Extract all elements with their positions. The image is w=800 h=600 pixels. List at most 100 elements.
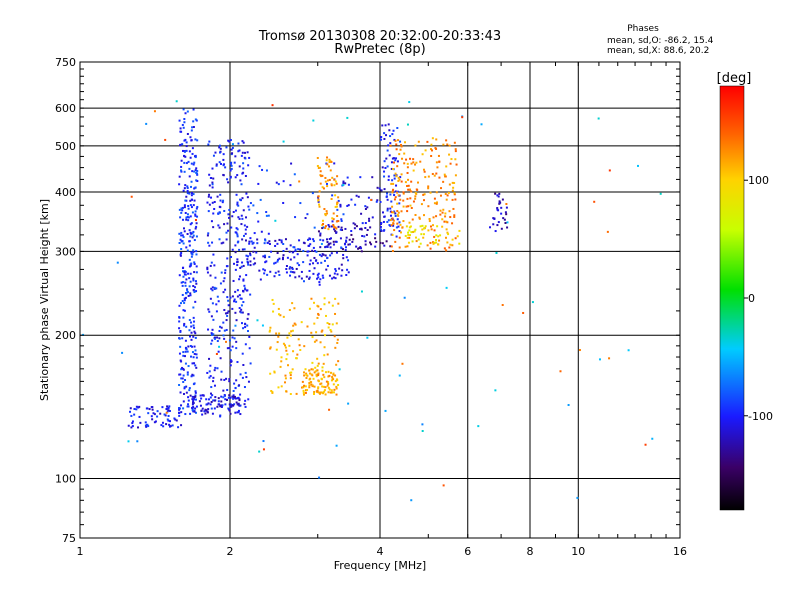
y-axis-label: Stationary phase Virtual Height [km]	[38, 199, 51, 401]
data-point	[226, 178, 229, 181]
data-point	[229, 404, 232, 407]
data-point	[392, 161, 395, 164]
data-point	[184, 112, 187, 115]
data-point	[321, 366, 324, 369]
data-point	[196, 173, 199, 176]
data-point	[331, 176, 334, 179]
data-point	[190, 191, 193, 194]
data-point	[258, 269, 261, 272]
data-point	[226, 296, 229, 299]
data-point	[210, 315, 213, 318]
data-point	[215, 352, 218, 355]
data-point	[453, 192, 456, 195]
data-point	[324, 180, 327, 183]
data-point	[129, 407, 132, 410]
data-point	[259, 278, 262, 281]
data-point	[233, 161, 236, 164]
data-point	[326, 241, 329, 244]
data-point	[193, 320, 196, 323]
data-point	[260, 230, 263, 233]
data-point	[189, 344, 192, 347]
data-point	[383, 132, 386, 135]
data-point	[218, 226, 221, 229]
data-point	[237, 142, 240, 145]
data-point	[241, 217, 244, 220]
data-point	[326, 384, 329, 387]
data-point	[223, 378, 226, 381]
data-point	[294, 250, 297, 253]
data-point	[336, 175, 339, 178]
data-point	[178, 175, 181, 178]
data-point	[489, 226, 492, 229]
data-point	[224, 288, 227, 291]
data-point	[420, 233, 423, 236]
data-point	[229, 396, 232, 399]
data-point	[185, 218, 188, 221]
data-point	[184, 413, 187, 416]
data-point	[331, 194, 334, 197]
data-point	[396, 127, 399, 130]
data-point	[182, 242, 185, 245]
data-point	[282, 243, 285, 246]
data-point	[424, 149, 427, 152]
data-point	[192, 306, 195, 309]
data-point	[182, 108, 185, 111]
data-point	[408, 236, 411, 239]
data-point	[230, 226, 233, 229]
data-point	[191, 362, 194, 365]
data-point	[357, 247, 360, 250]
data-point	[392, 188, 395, 191]
data-point	[315, 373, 318, 376]
data-point	[308, 263, 311, 266]
data-point	[325, 380, 328, 383]
data-point	[186, 233, 189, 236]
data-point	[321, 274, 324, 277]
data-point	[219, 199, 222, 202]
data-point	[323, 259, 326, 262]
data-point	[225, 340, 228, 343]
data-point	[318, 190, 321, 193]
data-point	[200, 397, 203, 400]
data-point	[192, 249, 195, 252]
data-point	[291, 368, 294, 371]
data-point	[191, 409, 194, 412]
data-point	[292, 350, 295, 353]
data-point	[285, 390, 288, 393]
data-point	[447, 191, 450, 194]
data-point	[218, 146, 221, 149]
data-point	[398, 230, 401, 233]
data-point	[393, 194, 396, 197]
data-point	[244, 405, 247, 408]
data-point	[208, 310, 211, 313]
data-point	[219, 282, 222, 285]
data-point	[150, 406, 153, 409]
data-point	[496, 208, 499, 211]
data-point	[226, 347, 229, 350]
data-point	[248, 335, 251, 338]
data-point	[150, 415, 153, 418]
data-point	[220, 400, 223, 403]
data-point	[442, 180, 445, 183]
data-point	[226, 311, 229, 314]
data-point	[359, 228, 362, 231]
data-point	[235, 227, 238, 230]
data-point	[325, 314, 328, 317]
data-point	[194, 280, 197, 283]
data-point	[208, 193, 211, 196]
data-point	[304, 368, 307, 371]
data-point	[288, 250, 291, 253]
data-point	[246, 261, 249, 264]
data-point	[175, 100, 178, 103]
data-point	[395, 226, 398, 229]
data-point	[380, 136, 383, 139]
data-point	[336, 201, 339, 204]
data-point	[338, 267, 341, 270]
data-point	[252, 204, 255, 207]
data-point	[276, 252, 279, 255]
data-point	[242, 264, 245, 267]
data-point	[305, 373, 308, 376]
data-point	[408, 226, 411, 229]
data-point	[244, 232, 247, 235]
data-point	[212, 154, 215, 157]
data-point	[193, 271, 196, 274]
